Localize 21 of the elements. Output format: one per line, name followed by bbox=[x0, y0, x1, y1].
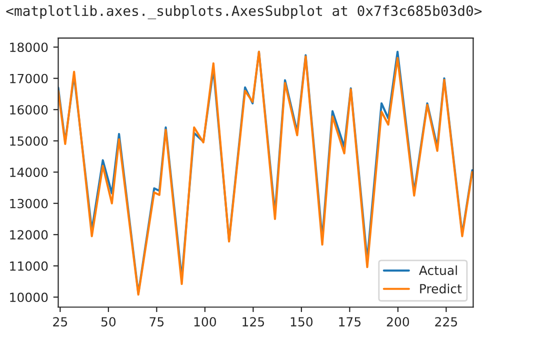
y-tick-label: 14000 bbox=[10, 168, 48, 178]
y-tick-label: 12000 bbox=[10, 230, 48, 240]
x-tick-label: 225 bbox=[435, 317, 458, 327]
legend-label: Actual bbox=[419, 265, 457, 276]
x-tick-label: 150 bbox=[290, 317, 313, 327]
y-tick-label: 11000 bbox=[10, 261, 48, 271]
x-tick-label: 75 bbox=[150, 317, 164, 327]
x-tick-label: 125 bbox=[242, 317, 264, 327]
y-tick-label: 10000 bbox=[10, 292, 48, 302]
legend-label: Predict bbox=[420, 284, 462, 294]
y-tick-label: 15000 bbox=[10, 136, 48, 146]
y-tick-label: 17000 bbox=[10, 74, 48, 84]
text: <matplotlib.axes._subplots.AxesSubplot at 0x7f3c685b03d0> bbox=[6, 5, 482, 20]
x-tick-label: 175 bbox=[339, 317, 361, 327]
x-tick-label: 50 bbox=[101, 317, 116, 327]
x-tick-label: 25 bbox=[53, 317, 68, 327]
y-tick-label: 16000 bbox=[10, 105, 48, 115]
y-tick-label: 18000 bbox=[10, 42, 48, 52]
x-tick-label: 100 bbox=[194, 317, 216, 327]
x-tick-label: 200 bbox=[386, 317, 410, 327]
y-tick-label: 13000 bbox=[10, 198, 48, 208]
